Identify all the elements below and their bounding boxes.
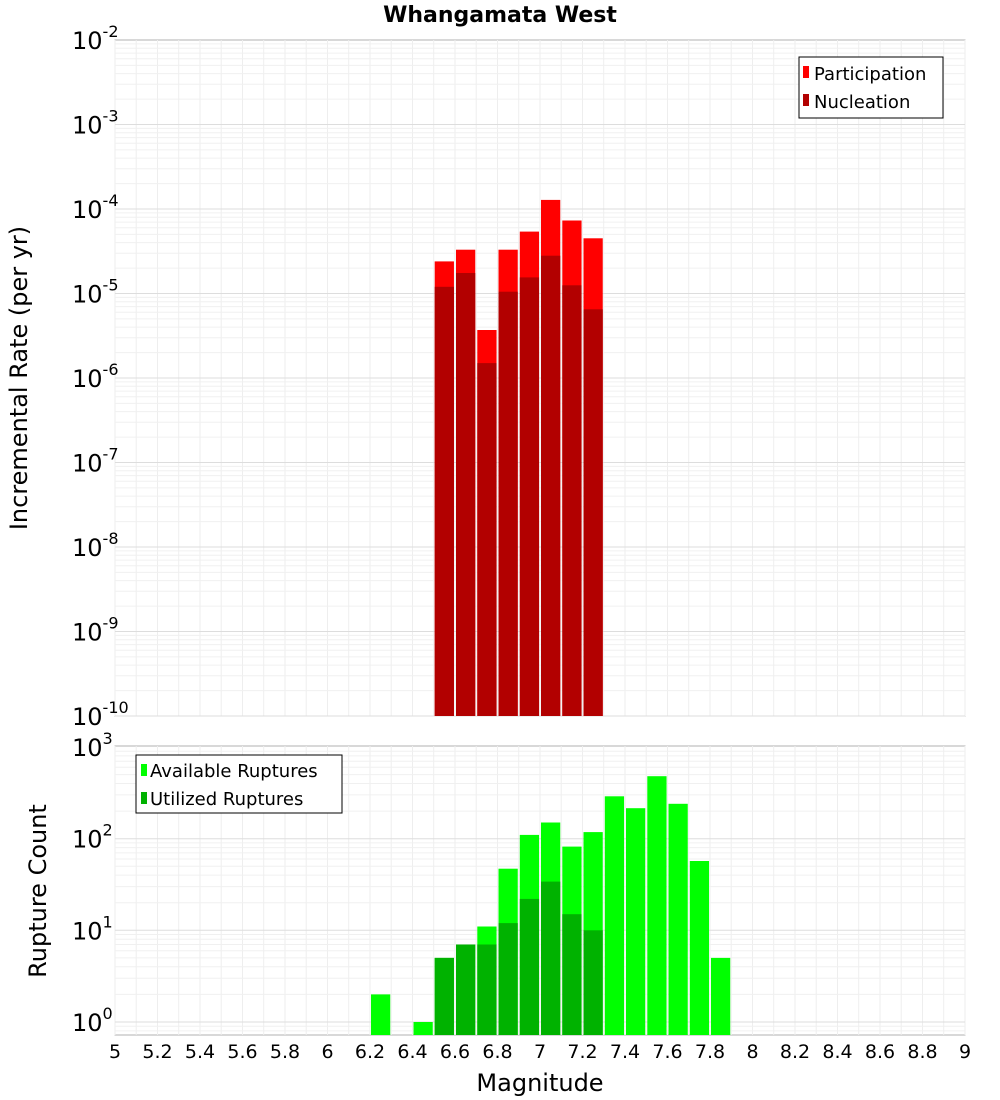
top-y-tick-label: 10-6 — [72, 360, 119, 393]
x-tick-label: 6.8 — [482, 1041, 512, 1063]
x-tick-label: 5.4 — [185, 1041, 215, 1063]
bottom-y-axis-label: Rupture Count — [24, 804, 52, 978]
available-ruptures-bar — [689, 861, 710, 1035]
top-y-ticks: 10-2 10-3 10-4 10-5 10-6 10-7 10-8 10-9 10-10 — [72, 22, 129, 731]
x-tick-label: 8.2 — [780, 1041, 810, 1063]
x-tick-label: 6.4 — [397, 1041, 427, 1063]
x-tick-label: 7.8 — [695, 1041, 725, 1063]
top-y-tick-label: 10-9 — [72, 614, 119, 647]
utilized-ruptures-bar — [519, 898, 540, 1035]
nucleation-bar — [477, 363, 497, 716]
nucleation-bar — [541, 255, 561, 716]
legend-swatch-available — [141, 764, 147, 776]
available-ruptures-bar — [604, 796, 625, 1035]
top-legend-box — [798, 56, 944, 119]
utilized-ruptures-bar — [583, 930, 603, 1035]
bottom-legend: Available Ruptures Utilized Ruptures — [135, 754, 343, 814]
x-tick-label: 7.2 — [567, 1041, 597, 1063]
top-legend: Participation Nucleation — [798, 56, 944, 119]
x-tick-label: 9 — [959, 1041, 971, 1063]
utilized-ruptures-bar — [477, 944, 497, 1035]
x-tick-label: 5 — [109, 1041, 121, 1063]
legend-label-participation: Participation — [814, 64, 926, 85]
x-tick-label: 7.6 — [652, 1041, 682, 1063]
legend-label-available: Available Ruptures — [150, 761, 318, 782]
legend-swatch-utilized — [141, 792, 147, 804]
top-y-tick-label: 10-4 — [72, 191, 119, 224]
top-y-tick-label: 10-10 — [72, 698, 129, 731]
top-y-tick-label: 10-2 — [72, 22, 119, 55]
x-tick-label: 8.8 — [907, 1041, 937, 1063]
top-y-tick-label: 10-3 — [72, 107, 119, 140]
available-ruptures-bar — [371, 994, 391, 1035]
x-tick-label: 5.8 — [270, 1041, 300, 1063]
available-ruptures-bar — [711, 957, 731, 1035]
top-y-tick-label: 10-8 — [72, 529, 119, 562]
top-bars — [434, 199, 603, 717]
x-tick-label: 5.2 — [142, 1041, 172, 1063]
bottom-y-tick-label: 100 — [72, 1004, 113, 1037]
available-ruptures-bar — [626, 808, 646, 1035]
utilized-ruptures-bar — [434, 957, 454, 1035]
x-tick-label: 7 — [534, 1041, 546, 1063]
chart-title: Whangamata West — [383, 3, 617, 28]
nucleation-bar — [583, 309, 603, 716]
top-y-tick-label: 10-5 — [72, 276, 119, 309]
bottom-legend-box — [135, 754, 343, 814]
utilized-ruptures-bar — [498, 923, 518, 1035]
top-y-axis-label: Incremental Rate (per yr) — [5, 226, 33, 530]
legend-label-nucleation: Nucleation — [814, 92, 910, 113]
x-tick-label: 7.4 — [610, 1041, 640, 1063]
utilized-ruptures-bar — [562, 914, 582, 1035]
legend-label-utilized: Utilized Ruptures — [150, 789, 303, 810]
bottom-bars — [371, 776, 731, 1035]
available-ruptures-bar — [668, 803, 688, 1035]
bottom-y-tick-label: 101 — [72, 912, 113, 945]
bottom-y-tick-label: 103 — [72, 729, 113, 762]
x-tick-label: 8 — [746, 1041, 758, 1063]
utilized-ruptures-bar — [456, 944, 476, 1035]
bottom-gridlines — [114, 746, 966, 1035]
x-tick-label: 8.4 — [822, 1041, 852, 1063]
top-gridlines — [114, 40, 966, 717]
nucleation-bar — [498, 291, 518, 716]
bottom-y-tick-label: 102 — [72, 821, 113, 854]
x-tick-label: 6.6 — [440, 1041, 470, 1063]
x-tick-label: 8.6 — [865, 1041, 895, 1063]
x-tick-label: 6.2 — [355, 1041, 385, 1063]
bottom-y-ticks: 103 102 101 100 — [72, 729, 113, 1037]
nucleation-bar — [519, 277, 540, 716]
x-tick-label: 6 — [321, 1041, 333, 1063]
legend-swatch-nucleation — [803, 94, 809, 106]
legend-swatch-participation — [803, 66, 809, 78]
x-axis-label: Magnitude — [476, 1069, 603, 1097]
x-tick-label: 5.6 — [227, 1041, 257, 1063]
x-tick-labels: 5 5.2 5.4 5.6 5.8 6 6.2 6.4 6.6 6.8 7 7.2 7.4 7.6 7.8 8… — [109, 1041, 971, 1063]
nucleation-bar — [562, 285, 582, 716]
nucleation-bar — [456, 273, 476, 716]
available-ruptures-bar — [647, 776, 667, 1035]
available-ruptures-bar — [413, 1022, 433, 1035]
bottom-panel: 103 102 101 100 Available Ruptures Utilized… — [24, 729, 966, 1037]
nucleation-bar — [434, 286, 454, 716]
utilized-ruptures-bar — [541, 881, 561, 1035]
top-panel: 10-2 10-3 10-4 10-5 10-6 10-7 10-8 10-9 10-10 Pa… — [5, 22, 966, 731]
top-y-tick-label: 10-7 — [72, 445, 119, 478]
